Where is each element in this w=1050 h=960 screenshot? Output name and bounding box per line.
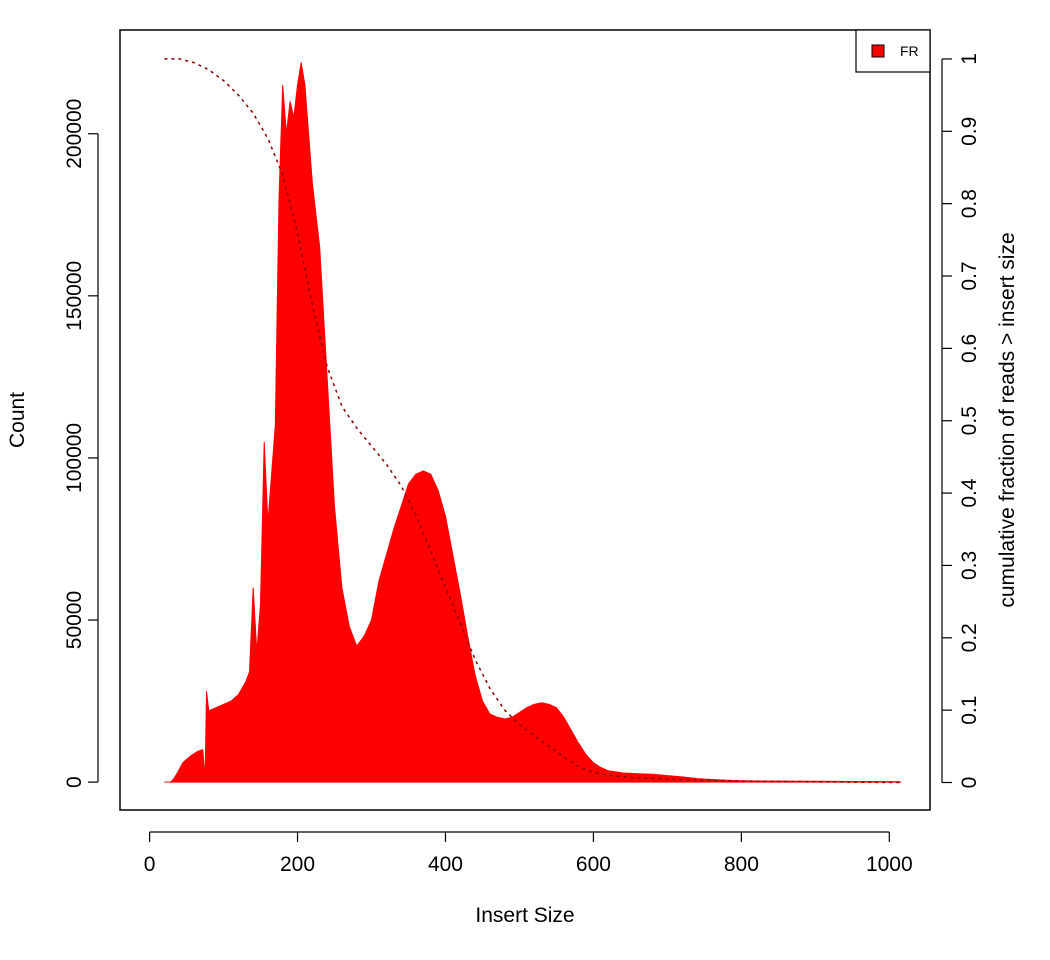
y-axis-label: Count: [6, 392, 29, 448]
series-fr-area: [164, 62, 901, 783]
y-right-tick-label-1: 1: [958, 53, 981, 65]
x-tick-label-200: 200: [280, 853, 315, 876]
y-tick-label-50000: 50000: [63, 591, 86, 649]
y-right-tick-label-0.5: 0.5: [958, 406, 981, 435]
x-axis-label: Insert Size: [475, 904, 574, 927]
x-tick-label-0: 0: [144, 853, 156, 876]
axes-layer: 0 200 400 600 800 1000 0 50000 100000 150000 20000…: [63, 53, 981, 876]
y-right-tick-label-0.4: 0.4: [958, 478, 981, 508]
y-right-tick-label-0.3: 0.3: [958, 551, 981, 580]
y-tick-label-100000: 100000: [63, 423, 86, 493]
legend: FR: [855, 29, 931, 73]
x-tick-label-1000: 1000: [866, 853, 913, 876]
y-right-axis-label: cumulative fraction of reads > insert si…: [996, 232, 1019, 607]
x-tick-label-800: 800: [724, 853, 759, 876]
legend-swatch-fr: [871, 44, 885, 58]
y-right-tick-label-0.2: 0.2: [958, 623, 981, 652]
y-right-tick-label-0.8: 0.8: [958, 189, 981, 218]
x-tick-label-400: 400: [428, 853, 463, 876]
legend-label-fr: FR: [900, 43, 919, 59]
y-tick-label-150000: 150000: [63, 261, 86, 331]
y-right-tick-label-0.1: 0.1: [958, 696, 981, 725]
histogram-layer: [164, 62, 901, 783]
y-tick-label-200000: 200000: [63, 99, 86, 169]
y-right-tick-label-0.6: 0.6: [958, 334, 981, 363]
legend-box: [855, 29, 931, 73]
y-right-tick-label-0.7: 0.7: [958, 261, 981, 290]
plot-frame: [119, 29, 931, 811]
y-right-tick-label-0.9: 0.9: [958, 117, 981, 146]
y-tick-label-0: 0: [63, 776, 86, 788]
x-tick-label-600: 600: [576, 853, 611, 876]
y-right-tick-label-0: 0: [958, 777, 981, 789]
